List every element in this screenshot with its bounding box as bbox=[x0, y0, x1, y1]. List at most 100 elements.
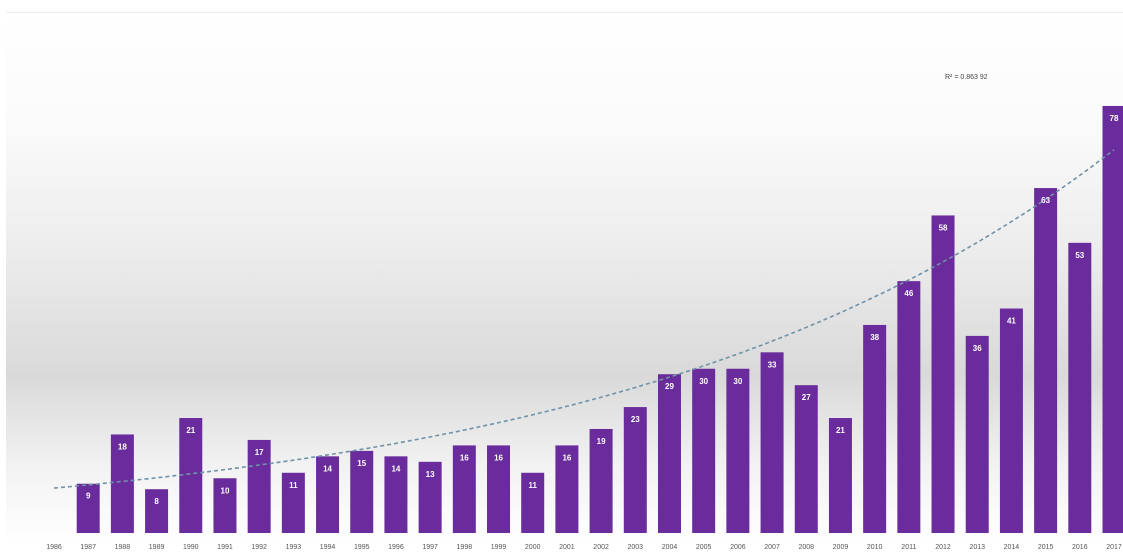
data-label: 11 bbox=[528, 481, 537, 490]
data-label: 14 bbox=[323, 464, 332, 473]
trendline-layer bbox=[53, 149, 1115, 489]
data-label: 46 bbox=[904, 289, 913, 298]
data-label: 27 bbox=[802, 393, 811, 402]
x-tick-label: 2013 bbox=[969, 544, 985, 551]
x-tick-label: 2011 bbox=[901, 544, 916, 551]
bar bbox=[110, 434, 134, 533]
x-tick-label: 1992 bbox=[251, 544, 267, 551]
bar bbox=[589, 428, 613, 533]
data-label: 21 bbox=[186, 426, 195, 435]
bar bbox=[384, 456, 408, 533]
data-label: 30 bbox=[733, 377, 742, 386]
data-label: 53 bbox=[1075, 251, 1084, 260]
bar bbox=[521, 472, 545, 533]
bar bbox=[247, 439, 271, 533]
x-tick-label: 2015 bbox=[1038, 544, 1054, 551]
x-tick-label: 2014 bbox=[1004, 544, 1020, 551]
x-tick-label: 1987 bbox=[80, 544, 96, 551]
data-label: 23 bbox=[631, 415, 640, 424]
bar bbox=[1034, 188, 1058, 533]
data-label: 8 bbox=[154, 497, 159, 506]
data-label: 33 bbox=[768, 360, 777, 369]
x-axis-ticks: 1986 1987 1988 1989 1990 1991 1992 1993 1994 1995… bbox=[46, 544, 1122, 551]
x-tick-label: 2012 bbox=[935, 544, 951, 551]
x-tick-label: 1996 bbox=[388, 544, 404, 551]
bar bbox=[692, 368, 716, 533]
bar bbox=[316, 456, 340, 533]
x-tick-label: 1994 bbox=[320, 544, 336, 551]
data-label: 15 bbox=[357, 459, 366, 468]
bar bbox=[999, 308, 1023, 533]
data-label: 38 bbox=[870, 333, 879, 342]
bar bbox=[145, 489, 169, 533]
data-label: 36 bbox=[973, 344, 982, 353]
x-tick-label: 2016 bbox=[1072, 544, 1088, 551]
bar bbox=[760, 352, 784, 533]
data-label: 16 bbox=[460, 453, 469, 462]
data-label: 17 bbox=[255, 448, 264, 457]
x-tick-label: 2003 bbox=[628, 544, 644, 551]
bar bbox=[213, 478, 237, 533]
x-tick-label: 1999 bbox=[491, 544, 507, 551]
bar bbox=[1068, 242, 1092, 533]
data-label: 10 bbox=[221, 486, 230, 495]
bar bbox=[794, 385, 818, 533]
x-tick-label: 2002 bbox=[593, 544, 609, 551]
bar bbox=[726, 368, 750, 533]
data-label: 16 bbox=[494, 453, 503, 462]
x-tick-label: 2010 bbox=[867, 544, 883, 551]
bar bbox=[452, 445, 476, 533]
x-tick-label: 1995 bbox=[354, 544, 370, 551]
bar bbox=[487, 445, 511, 533]
bar bbox=[281, 472, 305, 533]
data-label: 9 bbox=[86, 492, 91, 501]
bar bbox=[76, 483, 100, 533]
x-tick-label: 2017 bbox=[1106, 544, 1122, 551]
data-label: 19 bbox=[597, 437, 606, 446]
x-tick-label: 1997 bbox=[422, 544, 438, 551]
data-label: 58 bbox=[939, 223, 948, 232]
data-label: 16 bbox=[562, 453, 571, 462]
x-tick-label: 1998 bbox=[457, 544, 473, 551]
x-tick-label: 1990 bbox=[183, 544, 199, 551]
bar bbox=[828, 418, 852, 533]
bar bbox=[179, 418, 203, 533]
bars-layer bbox=[76, 105, 1123, 533]
x-tick-label: 2007 bbox=[764, 544, 780, 551]
x-tick-label: 2006 bbox=[730, 544, 746, 551]
bar bbox=[623, 407, 647, 533]
x-tick-label: 1993 bbox=[286, 544, 302, 551]
data-label: 41 bbox=[1007, 317, 1016, 326]
x-tick-label: 2008 bbox=[798, 544, 814, 551]
x-tick-label: 2001 bbox=[559, 544, 575, 551]
data-label: 11 bbox=[289, 481, 298, 490]
x-tick-label: 1989 bbox=[149, 544, 165, 551]
bar bbox=[863, 324, 887, 533]
x-tick-label: 1988 bbox=[115, 544, 131, 551]
bar bbox=[931, 215, 955, 533]
data-label: 30 bbox=[699, 377, 708, 386]
x-tick-label: 1991 bbox=[217, 544, 233, 551]
data-label: 18 bbox=[118, 442, 127, 451]
bar bbox=[1102, 105, 1123, 533]
bar bbox=[897, 281, 921, 533]
bar bbox=[657, 374, 681, 533]
data-labels-layer: 9 18 8 21 10 17 11 14 15 14 13 16 16 11 16 19 23 29 30 30 33… bbox=[86, 114, 1119, 506]
data-label: 29 bbox=[665, 382, 674, 391]
bar bbox=[350, 450, 374, 533]
data-label: 63 bbox=[1041, 196, 1050, 205]
bar bbox=[418, 461, 442, 533]
x-tick-label: 2009 bbox=[833, 544, 849, 551]
x-tick-label: 1986 bbox=[46, 544, 62, 551]
data-label: 21 bbox=[836, 426, 845, 435]
data-label: 14 bbox=[391, 464, 400, 473]
x-tick-label: 2005 bbox=[696, 544, 712, 551]
x-tick-label: 2004 bbox=[662, 544, 678, 551]
bar bbox=[555, 445, 579, 533]
trendline bbox=[53, 149, 1115, 489]
data-label: 78 bbox=[1110, 114, 1119, 123]
data-label: 13 bbox=[426, 470, 435, 479]
trendline-equation: R² = 0.863 92 bbox=[945, 74, 988, 81]
